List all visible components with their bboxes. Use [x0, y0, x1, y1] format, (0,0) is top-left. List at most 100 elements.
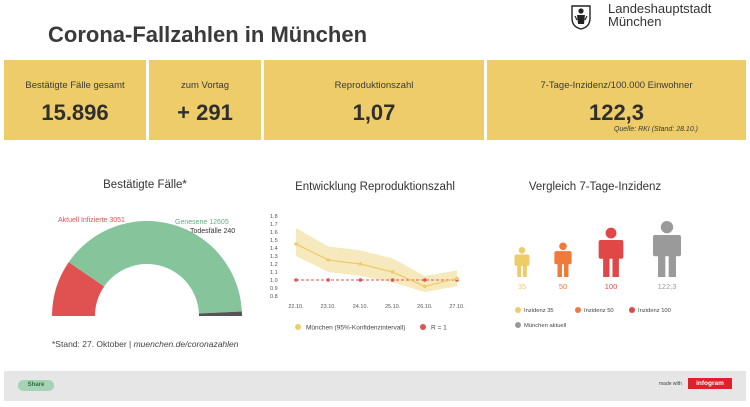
y-tick-label: 0.9	[270, 286, 278, 292]
share-button[interactable]: Share	[18, 380, 54, 391]
person-head	[660, 221, 674, 234]
y-tick-label: 1.7	[270, 222, 278, 228]
incidence-value-label: 100	[605, 282, 618, 291]
logo-line-2: München	[608, 14, 662, 29]
y-tick-label: 1.5	[270, 238, 278, 244]
munich-seal-icon	[571, 5, 591, 30]
person-leg	[612, 257, 619, 277]
person-leg	[658, 254, 666, 277]
legend-label-r1: R = 1	[431, 325, 447, 332]
gauge-segment-1	[52, 262, 105, 316]
r1-point	[294, 278, 298, 282]
kpi-label: 7-Tage-Inzidenz/100.000 Einwohner	[540, 80, 693, 91]
person-head	[605, 227, 617, 239]
y-tick-label: 1.6	[270, 230, 278, 236]
y-tick-label: 1.0	[270, 278, 278, 284]
footer-bar: Share made with infogram	[4, 371, 746, 401]
legend-label: Inzidenz 100	[638, 308, 671, 314]
incidence-pictogram: 35 50 100 122,3 Inzidenz 35 Inzidenz 50 Inzide…	[514, 221, 681, 329]
muenchen-point	[390, 270, 395, 274]
person-leg	[517, 264, 522, 277]
logo-line-1: Landeshauptstadt	[608, 1, 712, 16]
kpi-band: Bestätigte Fälle gesamt 15.896 zum Vorta…	[4, 60, 746, 140]
r-chart-title: Entwicklung Reproduktionszahl	[295, 181, 455, 193]
person-body	[598, 239, 624, 259]
kpi-value: + 291	[177, 100, 233, 125]
incidence-value-label: 35	[518, 282, 526, 291]
person-icon-1	[514, 246, 530, 277]
kpi-daily-change: zum Vortag + 291	[149, 60, 261, 140]
person-head	[518, 246, 526, 254]
r1-point	[390, 278, 395, 282]
footnote-link[interactable]: muenchen.de/coronazahlen	[133, 339, 239, 349]
muenchen-point	[455, 276, 459, 281]
legend-marker	[629, 307, 635, 313]
muenchen-line	[295, 243, 458, 288]
kpi-value: 122,3	[588, 100, 645, 125]
confidence-band	[296, 228, 457, 292]
y-tick-label: 1.1	[270, 270, 278, 276]
legend-label: Inzidenz 35	[524, 308, 554, 314]
legend-marker-muenchen	[295, 324, 301, 330]
gauge-title: Bestätigte Fälle*	[103, 179, 187, 191]
r1-point	[423, 278, 427, 282]
person-head	[559, 242, 567, 251]
kpi-incidence: 7-Tage-Inzidenz/100.000 Einwohner 122,3 …	[487, 60, 746, 140]
muenchen-point	[326, 258, 330, 262]
person-leg	[603, 257, 610, 277]
person-icon-3	[598, 227, 624, 277]
gauge-footnote: *Stand: 27. Oktober | muenchen.de/corona…	[52, 339, 239, 349]
legend-marker	[575, 307, 581, 313]
x-tick-label: 25.10.	[385, 304, 401, 310]
y-tick-label: 0.8	[270, 294, 278, 300]
x-tick-label: 27.10.	[449, 304, 465, 310]
r1-point	[326, 278, 330, 282]
kpi-label: zum Vortag	[180, 80, 230, 91]
made-with-label: made with	[659, 381, 682, 387]
y-tick-label: 1.2	[270, 262, 278, 268]
person-body	[554, 251, 572, 265]
infogram-logo[interactable]: infogram	[688, 378, 732, 389]
incidence-value-label: 122,3	[658, 282, 677, 291]
legend-marker	[515, 307, 521, 313]
x-tick-label: 26.10.	[417, 304, 433, 310]
legend-label: Inzidenz 50	[584, 308, 614, 314]
y-tick-label: 1.3	[270, 254, 278, 260]
x-tick-label: 22.10.	[288, 304, 304, 310]
muenchen-point	[358, 262, 363, 266]
incidence-title: Vergleich 7-Tage-Inzidenz	[528, 181, 662, 193]
legend-marker-r1	[420, 324, 426, 330]
kpi-label: Bestätigte Fälle gesamt	[25, 80, 125, 91]
reproduction-line-chart: 1.8 1.7 1.6 1.5 1.4 1.3 1.2 1.1 1.0 0.9 0.8 22.10. 2…	[270, 214, 465, 332]
legend-label: München aktuell	[524, 323, 566, 329]
kpi-label: Reproduktionszahl	[334, 80, 414, 91]
footnote-text: *Stand: 27. Oktober |	[52, 339, 134, 349]
kpi-total-cases: Bestätigte Fälle gesamt 15.896	[4, 60, 146, 140]
person-icon-2	[554, 242, 572, 277]
person-body	[514, 254, 530, 266]
gauge-segment-3	[198, 311, 242, 316]
y-tick-label: 1.4	[270, 246, 278, 252]
y-tick-label: 1.8	[270, 214, 278, 220]
person-body	[653, 235, 681, 257]
x-tick-label: 23.10.	[321, 304, 337, 310]
kpi-value: 1,07	[352, 100, 396, 125]
person-leg	[557, 263, 562, 277]
x-tick-label: 24.10.	[353, 304, 369, 310]
kpi-reproduction-number: Reproduktionszahl 1,07	[264, 60, 484, 140]
person-leg	[668, 254, 676, 277]
cases-gauge-chart: Aktuell Infizierte 3051 Genesene 12605 Tod…	[52, 217, 242, 316]
legend-marker	[515, 322, 521, 328]
kpi-source: Quelle: RKI (Stand: 28.10.)	[613, 126, 698, 133]
gauge-label-active: Aktuell Infizierte 3051	[58, 217, 125, 224]
legend-label-muenchen: München (95%-Konfidenzintervall)	[306, 325, 405, 332]
page-title: Corona-Fallzahlen in München	[48, 22, 368, 47]
gauge-segment-2	[68, 220, 242, 314]
r1-point	[358, 278, 363, 282]
gauge-label-deaths: Todesfälle 240	[190, 228, 235, 235]
gauge-label-recovered: Genesene 12605	[175, 219, 229, 226]
kpi-value: 15.896	[41, 100, 109, 125]
muenchen-point	[294, 242, 298, 246]
muenchen-point	[423, 284, 427, 289]
person-icon-4	[653, 221, 681, 277]
